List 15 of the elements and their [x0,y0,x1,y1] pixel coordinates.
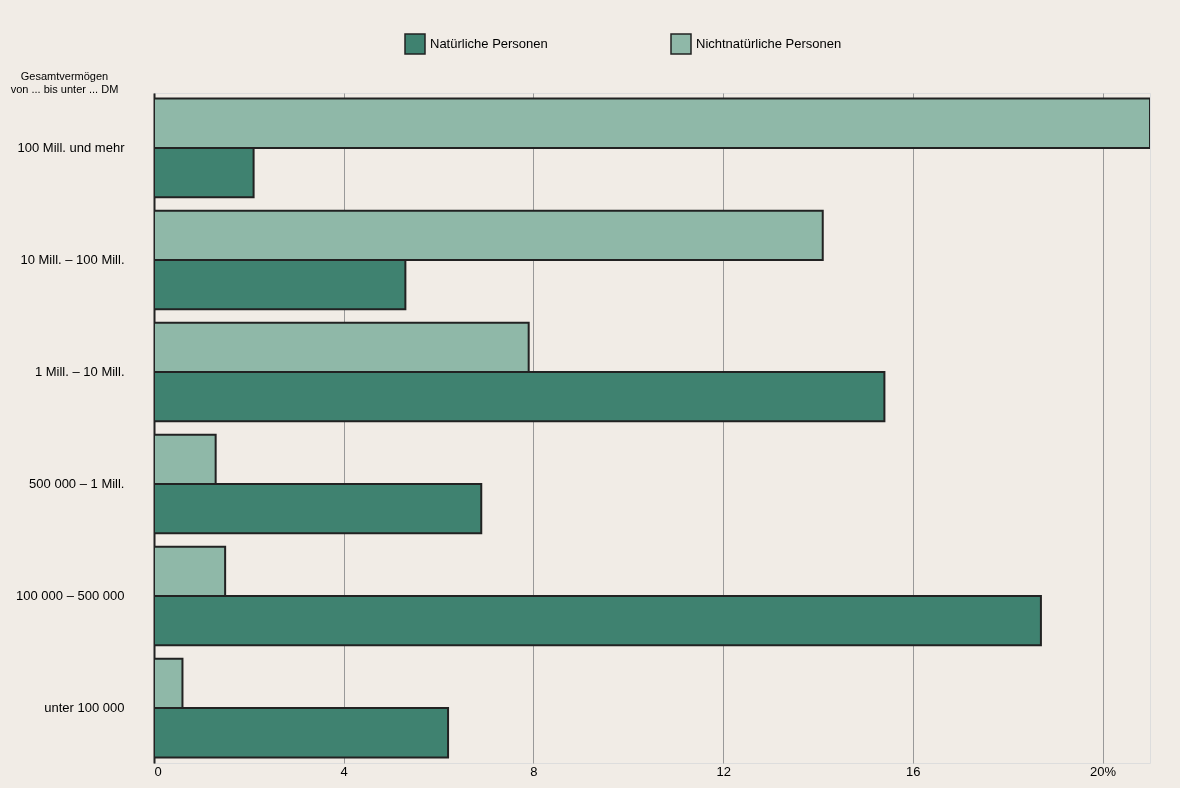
y-axis-title: Gesamtvermögen von ... bis unter ... DM [10,69,119,95]
x-tick-label: 8 [530,763,538,779]
x-tick-label: 16 [906,763,921,779]
legend-label: Nichtnatürliche Personen [696,36,842,51]
y-tick-label: 100 000 – 500 000 [16,588,125,604]
y-tick-label: 1 Mill. – 10 Mill. [34,363,125,379]
y-tick-label: 100 Mill. und mehr [17,139,126,155]
y-tick-label: 10 Mill. – 100 Mill. [20,251,125,267]
legend-label: Natürliche Personen [430,36,548,51]
y-tick-label: 500 000 – 1 Mill. [29,476,125,492]
x-tick-label: 12 [716,763,731,779]
y-tick-label: unter 100 000 [44,700,125,716]
x-tick-label: 4 [340,763,348,779]
x-tick-label: 0 [154,763,162,779]
x-tick-label: 20% [1090,763,1117,779]
